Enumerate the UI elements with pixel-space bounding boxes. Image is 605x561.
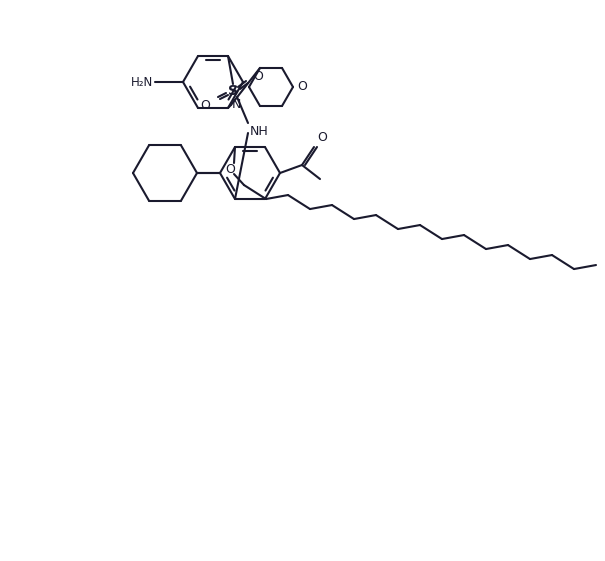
Text: O: O [253,70,263,82]
Text: O: O [317,131,327,144]
Text: O: O [200,99,210,112]
Text: N: N [232,99,241,112]
Text: S: S [228,84,238,98]
Text: O: O [225,163,235,176]
Text: H₂N: H₂N [131,76,153,89]
Text: O: O [297,80,307,94]
Text: NH: NH [250,125,269,138]
